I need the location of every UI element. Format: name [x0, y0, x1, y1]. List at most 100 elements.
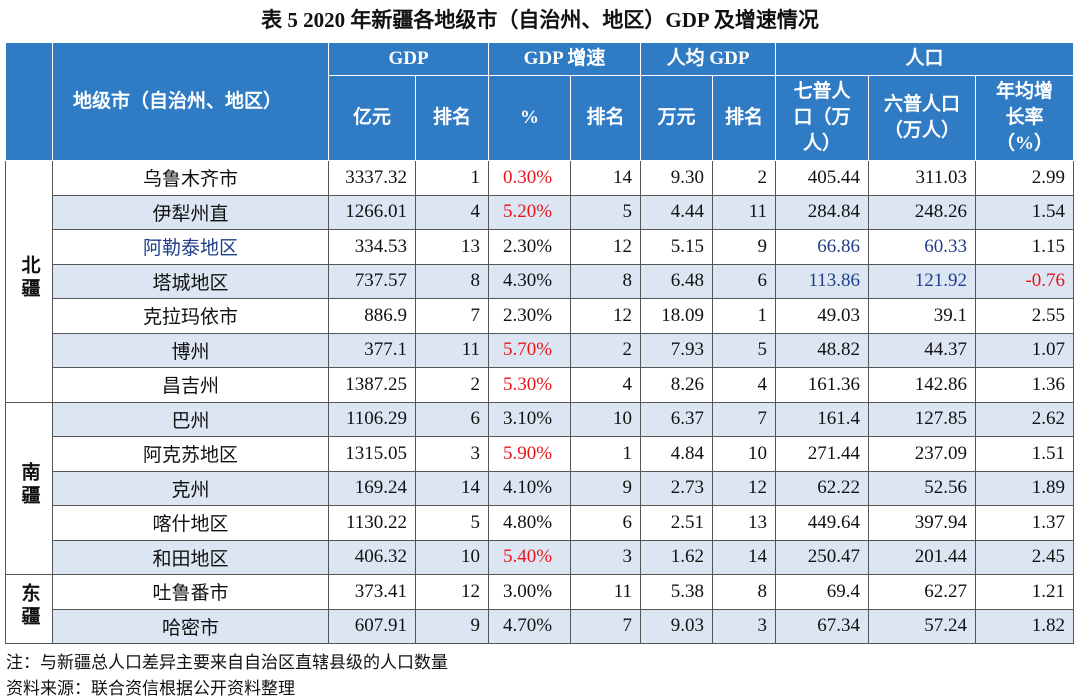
region-cell: 北疆 [5, 160, 53, 403]
data-row: 东疆 吐鲁番市 373.41 12 3.00% 11 5.38 8 69.4 62.27 1.21 [5, 574, 1075, 644]
name-cell: 昌吉州 [52, 367, 329, 403]
value-cell: 6 [570, 505, 642, 541]
value-cell: 248.26 [868, 194, 977, 230]
value-cell: 161.4 [775, 401, 870, 437]
data-row: 阿克苏地区 1315.05 3 5.90% 1 4.84 10 271.44 237.09 1.5… [6, 436, 1075, 472]
table-title: 表 5 2020 年新疆各地级市（自治州、地区）GDP 及增速情况 [261, 8, 819, 32]
value-cell: 66.86 [775, 229, 870, 265]
unit-header: 排名 [712, 75, 777, 161]
value-cell: 10 [570, 401, 642, 437]
unit-header: 排名 [570, 75, 642, 161]
value-cell: 8 [414, 263, 490, 299]
unit-header: 六普人口（万人） [868, 75, 977, 161]
value-cell: 4.80% [488, 505, 572, 541]
value-cell: 373.41 [328, 574, 416, 610]
unit-header: 排名 [414, 75, 490, 161]
region-cell: 东疆 [5, 574, 53, 644]
name-cell: 哈密市 [52, 608, 329, 644]
value-cell: 4.30% [488, 263, 572, 299]
value-cell: 13 [712, 505, 777, 541]
value-cell: 311.03 [868, 160, 977, 196]
value-cell: 886.9 [328, 298, 416, 334]
value-cell: 12 [570, 229, 642, 265]
value-cell: 2.73 [640, 470, 714, 506]
value-cell: 2 [414, 367, 490, 403]
value-cell: 2.30% [488, 298, 572, 334]
value-cell: 5.30% [488, 367, 572, 403]
data-row: 阿勒泰地区 334.53 13 2.30% 12 5.15 9 66.86 60.33 1.15 [6, 229, 1075, 265]
value-cell: 1.62 [640, 539, 714, 575]
value-cell: 49.03 [775, 298, 870, 334]
data-row: 克拉玛依市 886.9 7 2.30% 12 18.09 1 49.03 39.1 2.55 [6, 298, 1075, 334]
value-cell: 6 [712, 263, 777, 299]
unit-header: 七普人口（万人） [775, 75, 870, 161]
group-header: GDP [327, 42, 490, 76]
value-cell: 69.4 [775, 574, 870, 610]
value-cell: 113.86 [775, 263, 870, 299]
data-row: 伊犁州直 1266.01 4 5.20% 5 4.44 11 284.84 248.26 1.54 [6, 194, 1075, 230]
value-cell: 1.89 [975, 470, 1075, 506]
value-cell: 6.37 [640, 401, 714, 437]
value-cell: 9.03 [640, 608, 714, 644]
value-cell: 1266.01 [328, 194, 416, 230]
value-cell: 161.36 [775, 367, 870, 403]
value-cell: 2.55 [975, 298, 1075, 334]
name-cell: 塔城地区 [52, 263, 329, 299]
value-cell: 0.30% [488, 160, 572, 196]
value-cell: 7 [712, 401, 777, 437]
value-cell: 5 [570, 194, 642, 230]
value-cell: 284.84 [775, 194, 870, 230]
value-cell: 52.56 [868, 470, 977, 506]
value-cell: 44.37 [868, 332, 977, 368]
value-cell: 237.09 [868, 436, 977, 472]
value-cell: 5.15 [640, 229, 714, 265]
group-header: 人均 GDP [640, 42, 777, 76]
value-cell: 4.70% [488, 608, 572, 644]
data-row: 塔城地区 737.57 8 4.30% 8 6.48 6 113.86 121.92 -0.76 [6, 263, 1075, 299]
value-cell: 7 [414, 298, 490, 334]
value-cell: 4 [414, 194, 490, 230]
value-cell: 1 [712, 298, 777, 334]
data-row: 北疆 乌鲁木齐市 3337.32 1 0.30% 14 9.30 2 405.44 311.03 2… [5, 160, 1075, 403]
header-row: 亿元 排名% 排名 万元 排名 七普人口（万人） 六普人口（万人） 年均增长率（%） [6, 75, 1075, 161]
value-cell: 2.51 [640, 505, 714, 541]
value-cell: 14 [414, 470, 490, 506]
region-label: 北疆 [18, 255, 40, 302]
value-cell: 12 [414, 574, 490, 610]
corner-cell [5, 42, 53, 161]
value-cell: 4 [570, 367, 642, 403]
value-cell: 8 [712, 574, 777, 610]
value-cell: 11 [414, 332, 490, 368]
data-row: 博州 377.1 11 5.70% 2 7.93 5 48.82 44.37 1.07 [6, 332, 1075, 368]
value-cell: 2.62 [975, 401, 1075, 437]
name-cell: 和田地区 [52, 539, 329, 575]
value-cell: 1.51 [975, 436, 1075, 472]
name-cell: 克州 [52, 470, 329, 506]
value-cell: 1.21 [975, 574, 1075, 610]
value-cell: 1106.29 [328, 401, 416, 437]
value-cell: 1130.22 [328, 505, 416, 541]
value-cell: 2 [570, 332, 642, 368]
data-row: 和田地区 406.32 10 5.40% 3 1.62 14 250.47 201.44 2.45 [6, 539, 1075, 575]
value-cell: 7.93 [640, 332, 714, 368]
value-cell: 9 [414, 608, 490, 644]
value-cell: 1.36 [975, 367, 1075, 403]
unit-header: 亿元 [328, 75, 416, 161]
value-cell: 1 [570, 436, 642, 472]
value-cell: 142.86 [868, 367, 977, 403]
value-cell: 377.1 [328, 332, 416, 368]
data-table: 地级市（自治州、地区） GDP GDP 增速 人均 GDP 人口 亿元 排名% 排名 万元 排名七… [5, 42, 1075, 644]
value-cell: 62.22 [775, 470, 870, 506]
value-cell: 5.40% [488, 539, 572, 575]
value-cell: 4 [712, 367, 777, 403]
group-header: 人口 [775, 42, 1075, 76]
value-cell: 5 [414, 505, 490, 541]
value-cell: 2.30% [488, 229, 572, 265]
value-cell: 121.92 [868, 263, 977, 299]
name-cell: 喀什地区 [52, 505, 329, 541]
value-cell: 4.84 [640, 436, 714, 472]
header-row: 地级市（自治州、地区） GDP GDP 增速 人均 GDP 人口 [5, 42, 1075, 161]
value-cell: 57.24 [868, 608, 977, 644]
name-cell: 阿克苏地区 [52, 436, 329, 472]
data-row: 昌吉州 1387.25 2 5.30% 4 8.26 4 161.36 142.86 1.36 [6, 367, 1075, 403]
